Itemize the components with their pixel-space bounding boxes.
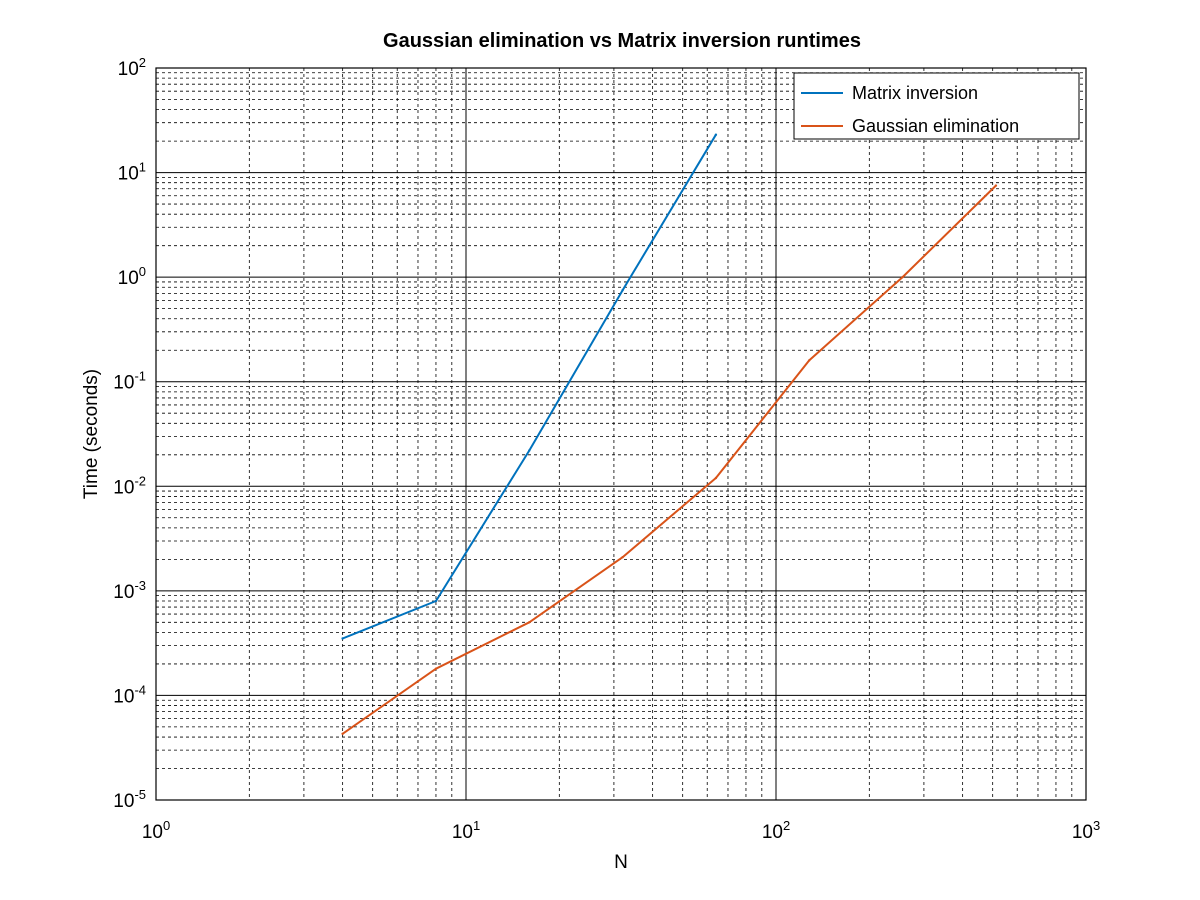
series-line-gaussian-elimination xyxy=(342,184,997,735)
x-tick-exponent: 2 xyxy=(783,818,790,833)
x-tick-exponent: 1 xyxy=(473,818,480,833)
x-axis-label: N xyxy=(614,852,628,873)
y-tick-label: 10-3 xyxy=(113,578,146,603)
y-tick-base: 10 xyxy=(118,164,139,185)
data-point-gaussian-elimination xyxy=(994,184,998,187)
x-tick-base: 10 xyxy=(452,822,473,843)
y-tick-exponent: 1 xyxy=(139,160,146,175)
data-point-gaussian-elimination xyxy=(434,667,438,670)
data-point-gaussian-elimination xyxy=(714,476,718,480)
data-point-gaussian-elimination xyxy=(621,556,624,559)
x-tick-label: 103 xyxy=(1072,818,1100,843)
y-tick-base: 10 xyxy=(118,268,139,289)
y-tick-label: 10-5 xyxy=(113,787,146,812)
data-point-matrix-inversion xyxy=(434,599,438,603)
y-tick-label: 10-4 xyxy=(113,682,146,707)
x-axis-ticks: 100 101 102 103 xyxy=(142,818,1100,843)
y-tick-base: 10 xyxy=(113,477,134,498)
y-tick-exponent: 0 xyxy=(139,264,146,279)
data-point-gaussian-elimination xyxy=(808,359,811,362)
legend-box xyxy=(793,72,1080,140)
y-tick-exponent: -5 xyxy=(134,787,146,802)
data-point-matrix-inversion xyxy=(714,133,718,136)
x-tick-base: 10 xyxy=(762,822,783,843)
y-tick-label: 10-2 xyxy=(113,473,146,498)
y-tick-base: 10 xyxy=(113,791,134,812)
x-tick-label: 100 xyxy=(142,818,170,843)
y-tick-exponent: 2 xyxy=(139,55,146,70)
y-tick-label: 100 xyxy=(118,264,146,289)
y-tick-base: 10 xyxy=(113,582,134,603)
legend-label-matrix-inversion: Matrix inversion xyxy=(852,83,978,103)
x-tick-base: 10 xyxy=(1072,822,1093,843)
data-point-gaussian-elimination xyxy=(528,621,531,624)
series-layer xyxy=(341,133,998,735)
y-tick-base: 10 xyxy=(113,373,134,394)
x-tick-exponent: 3 xyxy=(1093,818,1100,833)
y-tick-base: 10 xyxy=(118,59,139,80)
y-tick-label: 101 xyxy=(118,160,146,185)
plot-area-frame xyxy=(155,67,1087,801)
legend: Matrix inversion Gaussian elimination xyxy=(793,72,1080,140)
y-tick-base: 10 xyxy=(113,686,134,707)
x-tick-label: 102 xyxy=(762,818,790,843)
chart-title: Gaussian elimination vs Matrix inversion… xyxy=(383,30,861,52)
y-tick-exponent: -1 xyxy=(134,369,146,384)
legend-label-gaussian-elimination: Gaussian elimination xyxy=(852,116,1019,136)
y-tick-label: 10-1 xyxy=(113,369,146,394)
x-tick-exponent: 0 xyxy=(163,818,170,833)
y-tick-exponent: -4 xyxy=(134,682,146,697)
y-tick-exponent: -2 xyxy=(134,473,146,488)
data-point-gaussian-elimination xyxy=(901,275,904,279)
data-point-matrix-inversion xyxy=(341,637,344,640)
data-point-gaussian-elimination xyxy=(341,732,344,735)
x-tick-label: 101 xyxy=(452,818,480,843)
data-point-matrix-inversion xyxy=(621,289,624,292)
y-tick-label: 102 xyxy=(118,55,146,80)
x-tick-base: 10 xyxy=(142,822,163,843)
y-tick-exponent: -3 xyxy=(134,578,146,593)
y-axis-label: Time (seconds) xyxy=(81,369,102,499)
data-point-matrix-inversion xyxy=(528,449,531,452)
